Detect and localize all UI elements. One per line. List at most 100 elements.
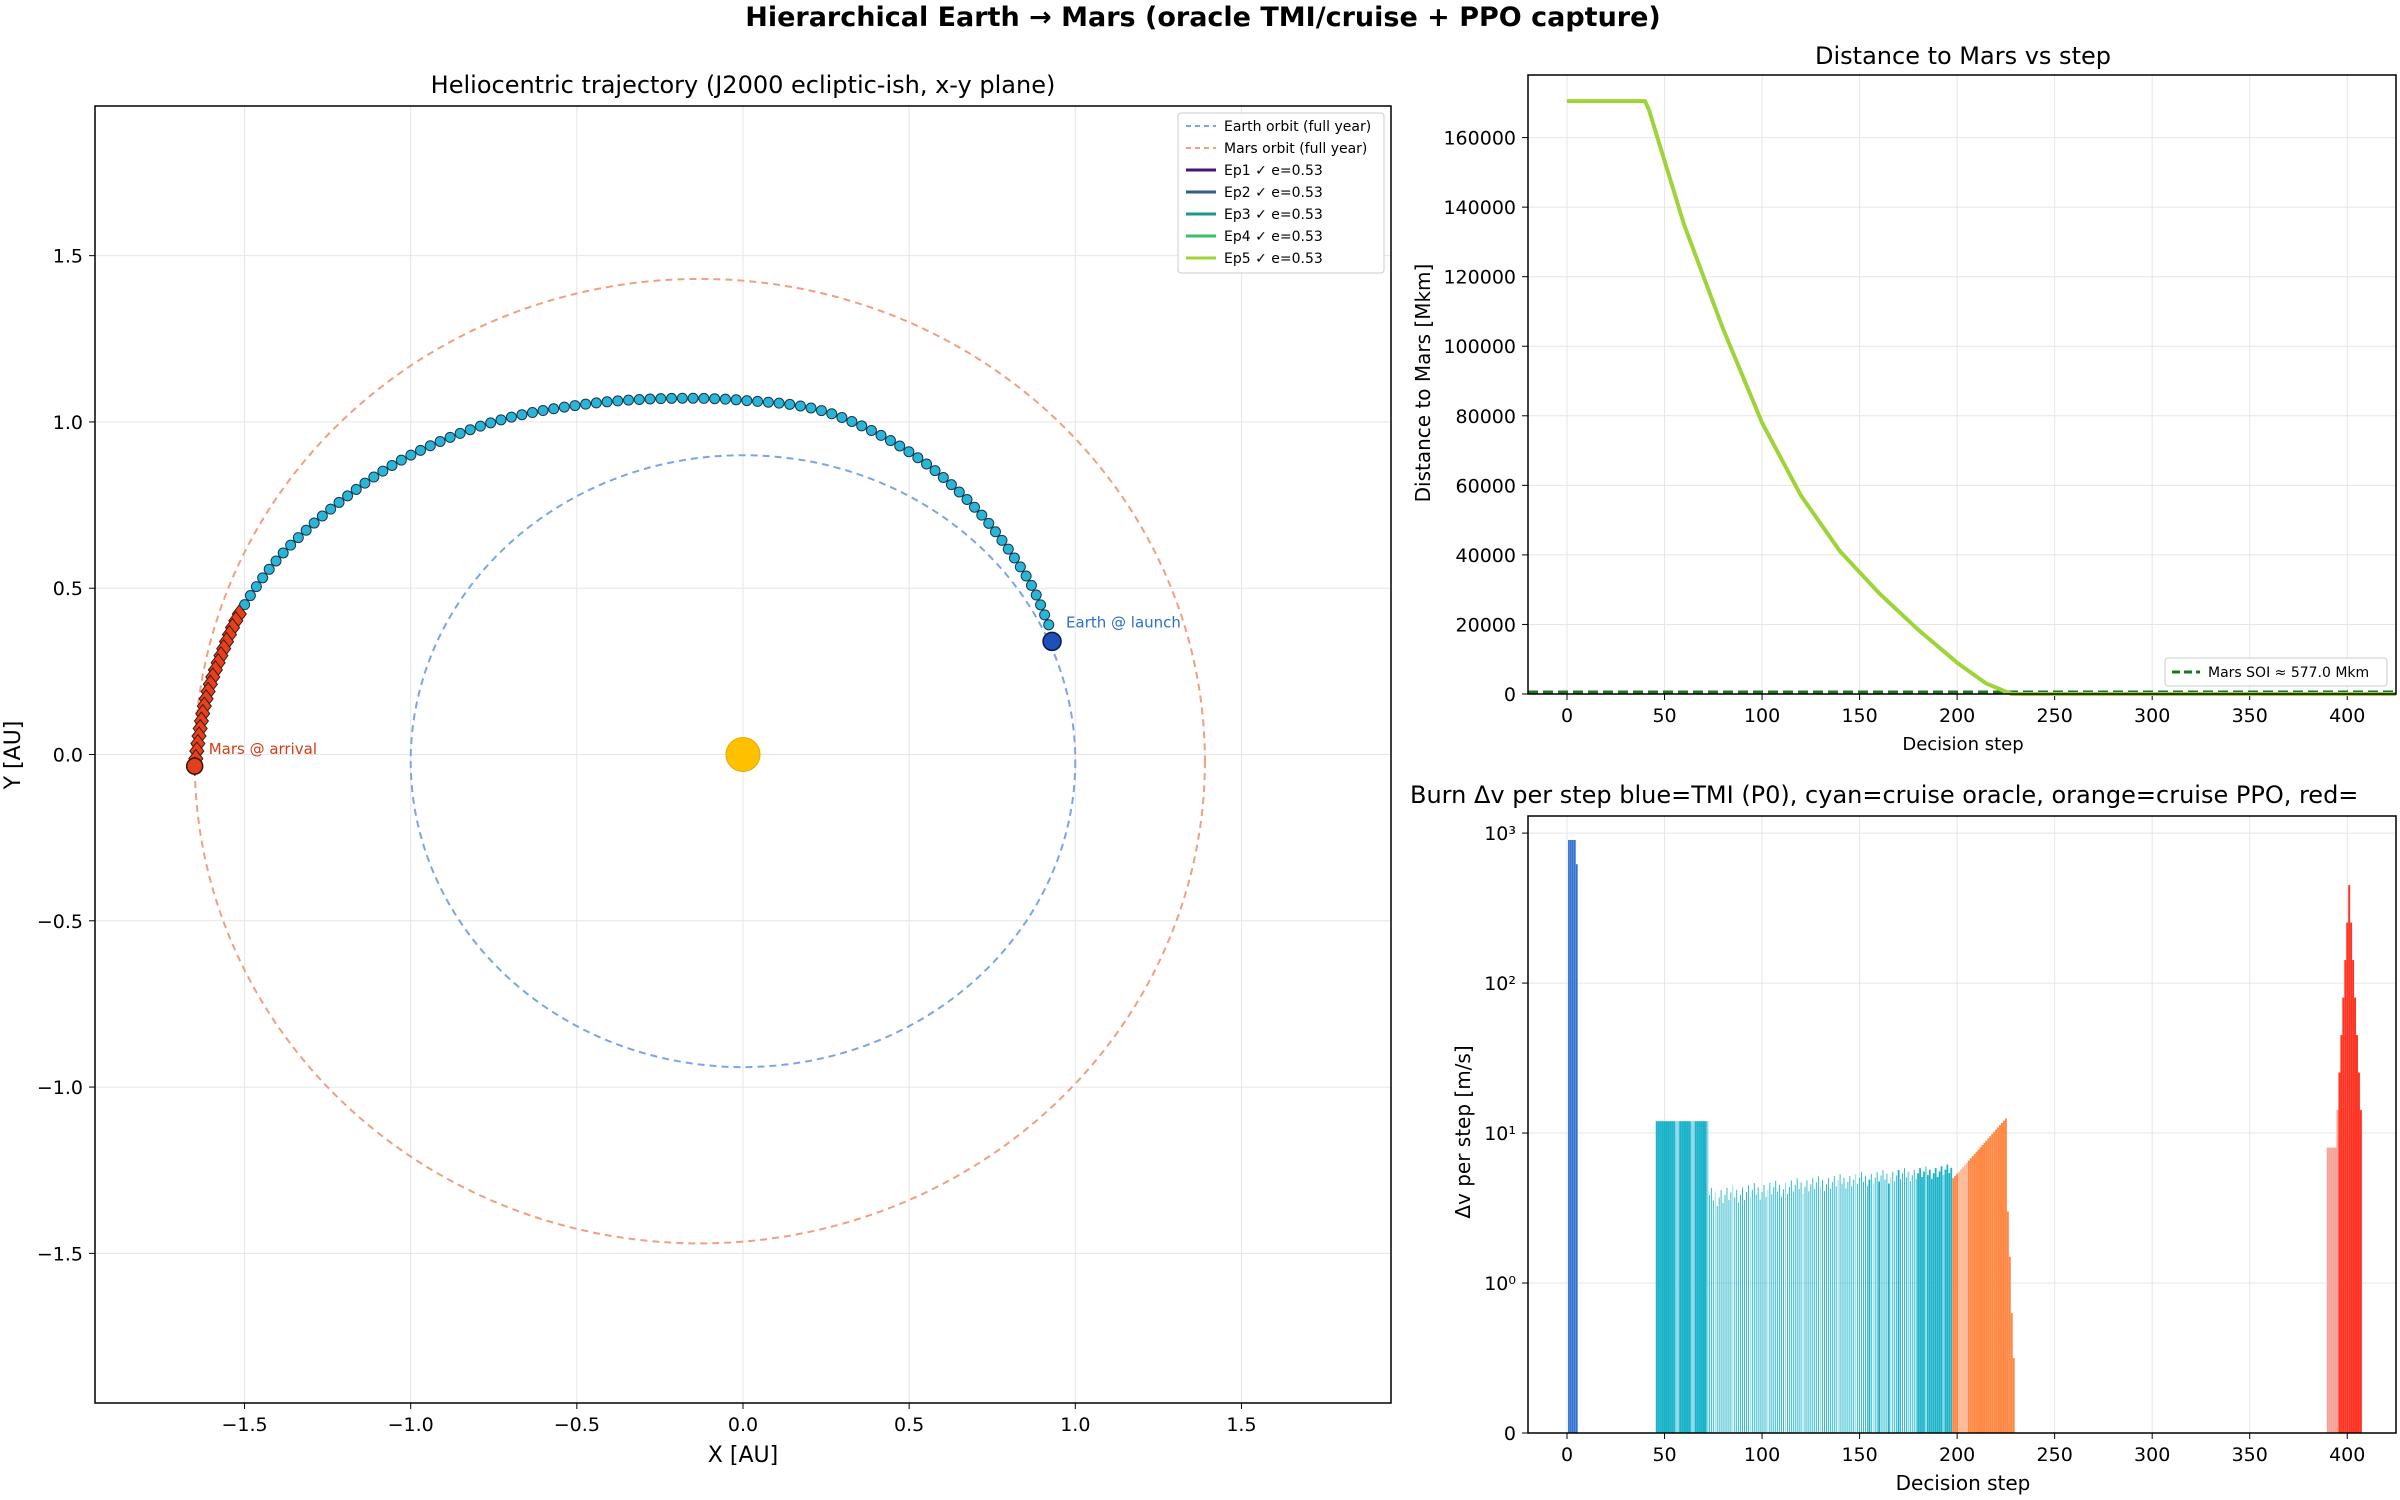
trajectory-cruise-point [953,486,965,498]
trajectory-cruise-point [989,526,1001,538]
burn-bar-oracle [1734,1197,1736,1433]
burn-bar-oracle [1720,1190,1722,1433]
burn-bar-tmi [1568,839,1570,1433]
distance-y-tick-label: 40000 [1456,545,1516,567]
trajectory-cruise-point [687,392,699,404]
burn-bar-capture [2328,1147,2331,1433]
trajectory-y-tick-label: −1.5 [37,1243,83,1265]
burn-bar-oracle [1855,1174,1857,1433]
trajectory-y-ticks: −1.5 −1.0 −0.5 0.0 0.5 1.0 1.5 [37,246,95,1265]
trajectory-cruise-point [537,405,549,417]
burn-x-tick-label: 300 [2134,1444,2170,1466]
sun-marker [725,737,761,772]
burn-frame [1527,815,2397,1434]
burn-bar-oracle [1761,1191,1763,1433]
distance-y-tick-label: 120000 [1443,267,1516,289]
distance-y-tick-label: 80000 [1456,406,1516,428]
burn-bar-oracle [1690,1121,1693,1433]
burn-bar-oracle [1753,1183,1755,1433]
burn-bar-oracle [1946,1164,1949,1433]
trajectory-cruise-point [655,393,667,405]
burn-bar-oracle [1800,1182,1802,1433]
burn-bar-oracle [1798,1189,1800,1433]
trajectory-cruise-point [1008,552,1020,564]
trajectory-cruise-point [741,395,753,407]
burn-bar-ppo [1997,1127,2000,1433]
burn-bar-oracle [1694,1121,1697,1433]
burn-bar-ppo [1981,1145,1984,1433]
burn-bar-tmi [1571,839,1574,1433]
trajectory-y-tick-label: 0.5 [53,578,83,600]
trajectory-y-tick-label: 1.0 [53,412,83,434]
burn-bar-capture [2344,960,2347,1433]
burn-bar-oracle [1749,1197,1751,1433]
burn-bar-ppo [1989,1136,1992,1433]
trajectory-cruise-point [495,414,507,426]
burn-bar-oracle [1865,1175,1866,1433]
earth-orbit-ellipse [409,454,1077,1069]
trajectory-cruise-point [350,483,362,495]
burn-bar-oracle [1714,1192,1716,1433]
burn-bar-oracle [1806,1180,1808,1433]
burn-bar-oracle [1712,1200,1714,1433]
burn-bar-oracle [1681,1121,1684,1433]
burn-bar-ppo [1993,1131,1996,1433]
trajectory-cruise-point [894,440,906,452]
burn-bar-oracle [1659,1121,1662,1433]
burn-bar-oracle [1736,1189,1738,1433]
trajectory-cruise-point [1025,579,1037,591]
trajectory-cruise-point [961,493,973,505]
burn-bar-oracle [1767,1189,1769,1433]
trajectory-cruise-point [937,471,949,483]
burn-bar-oracle [1902,1173,1903,1433]
burn-x-tick-label: 100 [1744,1444,1780,1466]
burn-bar-oracle [1788,1186,1790,1433]
burn-bar-oracle [1718,1197,1720,1433]
trajectory-cruise-point [548,403,560,415]
burn-bar-oracle [1831,1182,1833,1433]
trajectory-cruise-point [601,396,613,408]
burn-bar-oracle [1663,1121,1666,1433]
mars-arrival-marker [185,757,204,775]
trajectory-cruise-point [666,392,678,404]
burn-bar-oracle [1781,1196,1783,1433]
legend-ep2: Ep2 ✓ e=0.53 [1224,185,1323,201]
distance-x-tick-label: 0 [1561,705,1573,727]
burn-bar-tmi [1573,839,1576,1433]
burn-bar-oracle [1728,1200,1730,1433]
trajectory-cruise-point [903,446,915,458]
burn-bar-ppo [1969,1158,1972,1433]
burn-bar-ppo [1958,1171,1961,1433]
trajectory-cruise-point [875,429,887,441]
burn-bar-oracle [1708,1195,1710,1433]
burn-bar-ppo [1973,1153,1976,1433]
burn-y-tick-label: 10¹ [1484,1123,1516,1145]
burn-bar-oracle [1878,1181,1880,1433]
burn-bar-ppo [1991,1133,1994,1433]
trajectory-cruise-point [794,400,806,412]
trajectory-cruise-point [1014,561,1026,573]
trajectory-y-tick-label: 1.5 [53,246,83,268]
mars-orbit-ellipse [193,277,1206,1245]
burn-bar-oracle [1835,1186,1837,1433]
trajectory-x-tick-label: 1.5 [1226,1414,1256,1436]
trajectory-cruise-point [1020,570,1032,582]
burn-bar-oracle [1900,1179,1901,1433]
trajectory-cruise-point [730,394,742,406]
burn-bar-capture [2334,1147,2337,1433]
trajectory-cruise-point [405,449,417,461]
burn-bar-oracle [1671,1121,1674,1433]
legend-soi: Mars SOI ≈ 577.0 Mkm [2208,665,2369,681]
trajectory-frame [94,105,1392,1404]
burn-y-tick-label: 10⁰ [1484,1273,1516,1295]
burn-ylabel: Δv per step [m/s] [1451,1045,1475,1218]
burn-bar-oracle [1726,1187,1728,1433]
burn-bar-oracle [1655,1121,1658,1433]
burn-bar-ppo [2001,1122,2003,1433]
trajectory-cruise-point [415,444,427,456]
burn-bar-oracle [1936,1176,1939,1433]
burn-plot-area [1568,839,2362,1433]
burn-bar-oracle [1886,1173,1888,1433]
burn-bar-oracle [1804,1186,1806,1433]
